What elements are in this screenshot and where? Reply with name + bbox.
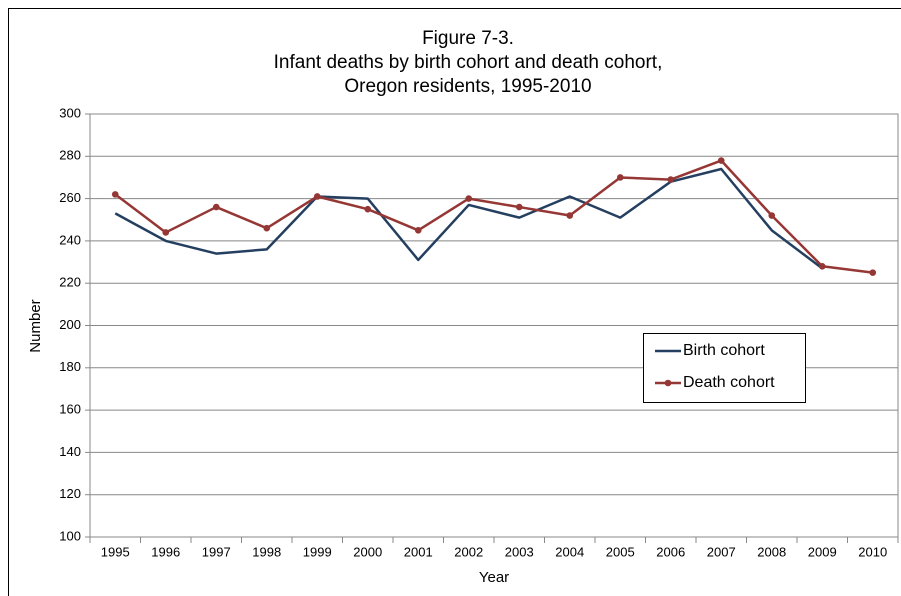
legend-text: Death cohort <box>683 374 775 391</box>
x-tick-label: 2001 <box>404 544 433 559</box>
x-tick-label: 2003 <box>505 544 534 559</box>
y-tick-label: 160 <box>59 402 81 417</box>
point <box>313 193 321 200</box>
x-tick-label: 2000 <box>353 544 382 559</box>
x-tick-label: 2010 <box>858 544 887 559</box>
point <box>162 229 170 236</box>
point <box>263 224 271 232</box>
x-tick-label: 2009 <box>808 544 837 559</box>
x-tick-label: 1996 <box>151 544 180 559</box>
point <box>111 191 119 198</box>
point <box>364 205 372 213</box>
legend-box <box>643 333 806 403</box>
point <box>717 157 725 164</box>
y-tick-label: 280 <box>59 148 81 163</box>
x-tick-label: 2006 <box>656 544 685 559</box>
point <box>768 212 776 219</box>
point <box>616 174 624 181</box>
point <box>212 203 220 211</box>
point <box>465 195 473 202</box>
x-tick-label: 1995 <box>101 544 130 559</box>
point <box>869 269 877 276</box>
y-tick-label: 240 <box>59 232 81 247</box>
y-tick-label: 100 <box>59 528 81 543</box>
y-tick-label: 140 <box>59 444 81 459</box>
point <box>515 203 523 211</box>
point <box>414 227 422 234</box>
point <box>566 212 574 219</box>
y-tick-label: 300 <box>59 105 81 120</box>
x-tick-label: 2002 <box>454 544 483 559</box>
y-tick-label: 220 <box>59 275 81 290</box>
x-tick-label: 2005 <box>606 544 635 559</box>
chart-title: Infant deaths by birth cohort and death … <box>274 52 663 73</box>
y-tick-label: 260 <box>59 190 81 205</box>
y-tick-label: 120 <box>59 486 81 501</box>
x-tick-label: 2004 <box>555 544 584 559</box>
legend-marker <box>664 379 672 387</box>
y-tick-label: 180 <box>59 359 81 374</box>
series-line <box>114 159 873 274</box>
x-tick-label: 1998 <box>252 544 281 559</box>
chart-title: Figure 7-3. <box>422 28 514 49</box>
y-axis-title: Number <box>27 299 44 352</box>
x-tick-label: 1997 <box>202 544 231 559</box>
series-line <box>114 167 824 270</box>
legend-text: Birth cohort <box>683 342 765 359</box>
point <box>818 262 826 270</box>
chart-title: Oregon residents, 1995-2010 <box>344 76 591 97</box>
x-tick-label: 2008 <box>757 544 786 559</box>
point <box>667 176 675 183</box>
y-tick-label: 200 <box>59 317 81 332</box>
x-axis-title: Year <box>479 569 509 586</box>
x-tick-label: 1999 <box>303 544 332 559</box>
x-tick-label: 2007 <box>707 544 736 559</box>
